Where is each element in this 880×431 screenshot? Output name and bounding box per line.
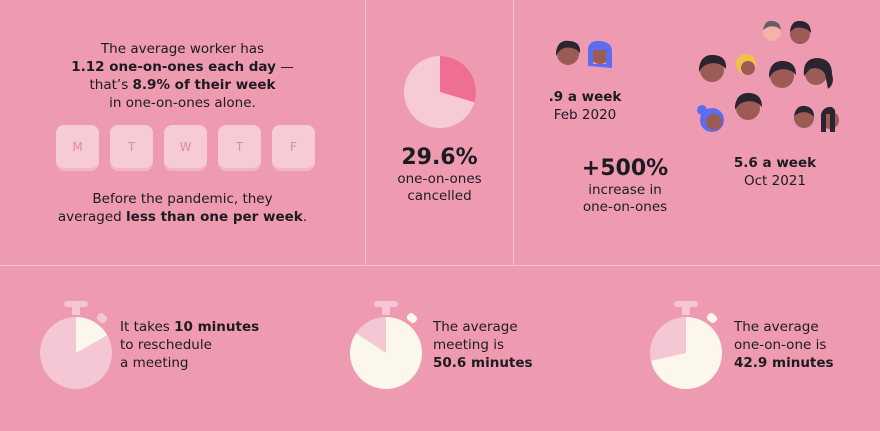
avatar-icon: [763, 20, 781, 41]
stat-line-1: The average worker has: [100, 41, 265, 57]
weekday-tile-thursday: T: [218, 125, 261, 168]
timer-one-on-one-line-1: The average: [734, 319, 819, 335]
cancelled-label-2: cancelled: [407, 188, 472, 204]
cancelled-label-1: one-on-ones: [397, 171, 482, 187]
avatar-icon: [736, 54, 756, 75]
pre-pandemic-pre: averaged: [57, 209, 127, 225]
divider-horizontal: [0, 265, 880, 266]
cancelled-pie-chart: [404, 56, 477, 128]
avatar-icon: [588, 40, 612, 68]
timer-one-on-one-line-3: 42.9 minutes: [734, 354, 874, 372]
timer-one-on-one-highlight: 42.9 minutes: [734, 355, 834, 371]
avatar-icon: [790, 20, 811, 44]
avatar-icon: [794, 105, 814, 128]
increase-label-1: increase in: [588, 182, 662, 198]
timer-reschedule-pre: It takes: [120, 319, 175, 335]
timer-text-meeting: The average meeting is 50.6 minutes: [433, 318, 583, 372]
stat-line-2: 1.12 one-on-ones each day —: [40, 58, 325, 76]
timer-slice-meeting: [349, 317, 422, 389]
timer-slice-reschedule: [76, 317, 108, 353]
increase-stat: +500% increase in one-on-ones: [560, 156, 690, 216]
divider-vertical-2: [513, 0, 514, 265]
avatar-icon: [697, 105, 724, 132]
timer-meeting-line-2: meeting is: [433, 337, 505, 353]
pre-pandemic-post: .: [302, 209, 308, 225]
avatar-icon: [769, 60, 796, 88]
weekday-tile-tuesday: T: [110, 125, 153, 168]
avatar-group-before: [556, 40, 612, 68]
avatar-icon: [821, 106, 839, 132]
stat-highlight-daily: 1.12 one-on-ones each day: [71, 59, 276, 75]
timer-reschedule-highlight: 10 minutes: [174, 319, 260, 335]
weekday-tile-monday: M: [56, 125, 99, 168]
after-rate: 5.6 a week Oct 2021: [715, 154, 835, 190]
timer-one-on-one-line-2: one-on-one is: [734, 337, 827, 353]
timer-meeting-highlight: 50.6 minutes: [433, 355, 533, 371]
timer-reschedule-line-2: to reschedule: [120, 337, 212, 353]
after-rate-date: Oct 2021: [744, 173, 806, 189]
after-rate-value: 5.6 a week: [733, 155, 817, 171]
stopwatch-icon-reschedule: [40, 301, 112, 389]
weekday-tile-wednesday: W: [164, 125, 207, 168]
average-worker-stat: The average worker has 1.12 one-on-ones …: [40, 40, 325, 112]
timer-text-one-on-one: The average one-on-one is 42.9 minutes: [734, 318, 874, 372]
increase-value: +500%: [581, 156, 669, 181]
timer-reschedule-line-1: It takes 10 minutes: [120, 318, 270, 336]
stat-line-2-rest: —: [275, 59, 294, 75]
weekday-tiles: M T W T F: [56, 125, 315, 168]
pre-pandemic-stat: Before the pandemic, they averaged less …: [40, 190, 325, 226]
timer-slice-one-on-one: [650, 317, 723, 389]
before-rate-date: Feb 2020: [553, 107, 617, 123]
pre-pandemic-line-2: averaged less than one per week.: [40, 208, 325, 226]
pre-pandemic-highlight: less than one per week: [126, 209, 303, 225]
stat-line-4: in one-on-ones alone.: [109, 95, 256, 111]
avatar-icon: [803, 58, 833, 89]
cancelled-stat: 29.6% one-on-ones cancelled: [366, 145, 513, 205]
before-rate-value: .9 a week: [548, 89, 622, 105]
cancelled-pie-slice: [440, 56, 477, 103]
timer-reschedule-line-3: a meeting: [120, 355, 189, 371]
weekday-tile-friday: F: [272, 125, 315, 168]
stopwatch-icon-meeting: [349, 301, 422, 389]
pre-pandemic-line-1: Before the pandemic, they: [92, 191, 273, 207]
stat-highlight-week: 8.9% of their week: [132, 77, 276, 93]
before-rate: .9 a week Feb 2020: [535, 88, 635, 124]
increase-label-2: one-on-ones: [582, 199, 668, 215]
divider-vertical-1: [365, 0, 366, 265]
avatar-group-after: [697, 20, 839, 132]
avatar-icon: [699, 54, 727, 82]
timer-text-reschedule: It takes 10 minutes to reschedule a meet…: [120, 318, 270, 372]
stopwatch-icon-one-on-one: [650, 301, 723, 389]
timer-meeting-line-3: 50.6 minutes: [433, 354, 583, 372]
cancelled-value: 29.6%: [401, 145, 478, 170]
timer-meeting-line-1: The average: [433, 319, 518, 335]
stat-line-3: that’s 8.9% of their week: [40, 76, 325, 94]
stat-line-3-pre: that’s: [89, 77, 133, 93]
avatar-icon: [556, 40, 581, 65]
avatar-icon: [735, 92, 762, 120]
